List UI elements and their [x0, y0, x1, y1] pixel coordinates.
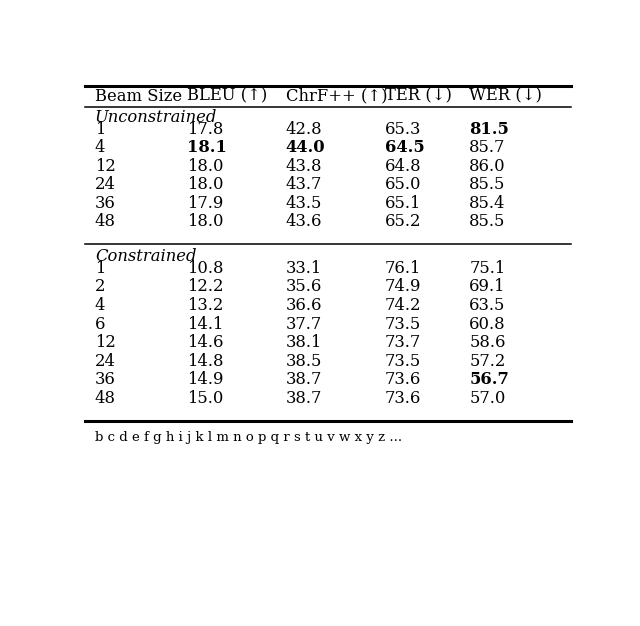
Text: 18.0: 18.0	[187, 177, 223, 193]
Text: 4: 4	[95, 297, 106, 314]
Text: 10.8: 10.8	[187, 260, 223, 277]
Text: 35.6: 35.6	[286, 279, 322, 295]
Text: 56.7: 56.7	[469, 371, 509, 388]
Text: 74.9: 74.9	[385, 279, 422, 295]
Text: 48: 48	[95, 213, 116, 230]
Text: 18.0: 18.0	[187, 158, 223, 175]
Text: 73.6: 73.6	[385, 371, 421, 388]
Text: 85.4: 85.4	[469, 195, 506, 212]
Text: WER (↓): WER (↓)	[469, 88, 542, 105]
Text: 17.9: 17.9	[187, 195, 223, 212]
Text: 17.8: 17.8	[187, 121, 223, 138]
Text: 60.8: 60.8	[469, 316, 506, 332]
Text: ChrF++ (↑): ChrF++ (↑)	[286, 88, 387, 105]
Text: 13.2: 13.2	[187, 297, 223, 314]
Text: 24: 24	[95, 177, 116, 193]
Text: 63.5: 63.5	[469, 297, 506, 314]
Text: 38.7: 38.7	[286, 371, 322, 388]
Text: 65.0: 65.0	[385, 177, 422, 193]
Text: 36: 36	[95, 195, 116, 212]
Text: 57.2: 57.2	[469, 352, 506, 370]
Text: 73.7: 73.7	[385, 334, 421, 351]
Text: b c d e f g h i j k l m n o p q r s t u v w x y z ...: b c d e f g h i j k l m n o p q r s t u …	[95, 431, 402, 444]
Text: 85.5: 85.5	[469, 177, 506, 193]
Text: 18.1: 18.1	[187, 139, 227, 156]
Text: 12.2: 12.2	[187, 279, 223, 295]
Text: Beam Size: Beam Size	[95, 88, 182, 105]
Text: 2: 2	[95, 279, 106, 295]
Text: 36: 36	[95, 371, 116, 388]
Text: 15.0: 15.0	[187, 390, 223, 407]
Text: 12: 12	[95, 158, 116, 175]
Text: 1: 1	[95, 260, 105, 277]
Text: 37.7: 37.7	[286, 316, 322, 332]
Text: 12: 12	[95, 334, 116, 351]
Text: Constrained: Constrained	[95, 249, 196, 265]
Text: 43.6: 43.6	[286, 213, 323, 230]
Text: 14.6: 14.6	[187, 334, 223, 351]
Text: 73.5: 73.5	[385, 352, 421, 370]
Text: 43.8: 43.8	[286, 158, 323, 175]
Text: 24: 24	[95, 352, 116, 370]
Text: 64.8: 64.8	[385, 158, 422, 175]
Text: 14.1: 14.1	[187, 316, 223, 332]
Text: 38.1: 38.1	[286, 334, 322, 351]
Text: 44.0: 44.0	[286, 139, 326, 156]
Text: 57.0: 57.0	[469, 390, 506, 407]
Text: 14.8: 14.8	[187, 352, 223, 370]
Text: 1: 1	[95, 121, 105, 138]
Text: 65.3: 65.3	[385, 121, 421, 138]
Text: 36.6: 36.6	[286, 297, 323, 314]
Text: 64.5: 64.5	[385, 139, 425, 156]
Text: 65.2: 65.2	[385, 213, 422, 230]
Text: 65.1: 65.1	[385, 195, 421, 212]
Text: 43.5: 43.5	[286, 195, 322, 212]
Text: 76.1: 76.1	[385, 260, 421, 277]
Text: 14.9: 14.9	[187, 371, 223, 388]
Text: 81.5: 81.5	[469, 121, 509, 138]
Text: 58.6: 58.6	[469, 334, 506, 351]
Text: 74.2: 74.2	[385, 297, 422, 314]
Text: 75.1: 75.1	[469, 260, 506, 277]
Text: 69.1: 69.1	[469, 279, 506, 295]
Text: 73.5: 73.5	[385, 316, 421, 332]
Text: TER (↓): TER (↓)	[385, 88, 452, 105]
Text: 73.6: 73.6	[385, 390, 421, 407]
Text: 38.5: 38.5	[286, 352, 322, 370]
Text: Unconstrained: Unconstrained	[95, 109, 217, 126]
Text: 43.7: 43.7	[286, 177, 322, 193]
Text: 86.0: 86.0	[469, 158, 506, 175]
Text: 48: 48	[95, 390, 116, 407]
Text: 4: 4	[95, 139, 106, 156]
Text: 18.0: 18.0	[187, 213, 223, 230]
Text: BLEU (↑): BLEU (↑)	[187, 88, 267, 105]
Text: 33.1: 33.1	[286, 260, 322, 277]
Text: 85.7: 85.7	[469, 139, 506, 156]
Text: 85.5: 85.5	[469, 213, 506, 230]
Text: 6: 6	[95, 316, 106, 332]
Text: 42.8: 42.8	[286, 121, 323, 138]
Text: 38.7: 38.7	[286, 390, 322, 407]
